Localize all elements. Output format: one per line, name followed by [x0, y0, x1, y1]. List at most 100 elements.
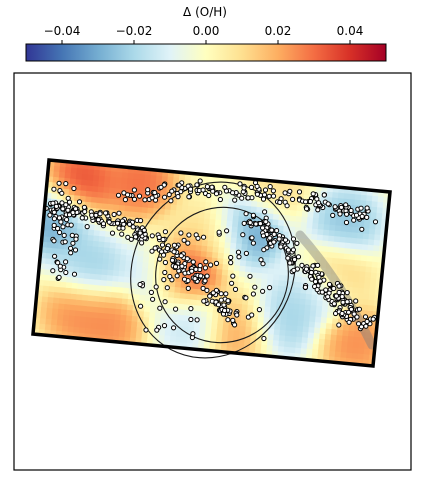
heatmap-cell: [73, 326, 81, 334]
heatmap-cell: [340, 225, 348, 233]
heatmap-cell: [96, 257, 104, 265]
region-marker: [171, 249, 177, 255]
heatmap-cell: [205, 202, 213, 209]
heatmap-cell: [143, 311, 151, 319]
heatmap-cell: [289, 281, 297, 289]
heatmap-cell: [313, 332, 321, 340]
heatmap-cell: [107, 324, 115, 332]
heatmap-cell: [315, 250, 323, 258]
heatmap-cell: [351, 292, 359, 300]
heatmap-cell: [339, 242, 347, 249]
heatmap-cell: [180, 221, 188, 229]
region-marker: [315, 207, 321, 213]
heatmap-cell: [107, 330, 115, 337]
region-marker: [190, 331, 196, 337]
heatmap-cell: [336, 335, 344, 342]
heatmap-cell: [86, 306, 94, 313]
region-marker: [262, 209, 268, 215]
heatmap-cell: [65, 167, 73, 174]
heatmap-cell: [58, 171, 66, 179]
region-marker: [261, 247, 267, 253]
heatmap-cell: [262, 267, 270, 275]
heatmap-cell: [334, 351, 342, 359]
heatmap-cell: [63, 188, 71, 196]
heatmap-cell: [272, 279, 280, 287]
heatmap-cell: [118, 331, 126, 338]
heatmap-cell: [238, 342, 246, 350]
heatmap-cell: [142, 262, 150, 269]
heatmap-cell: [202, 229, 210, 237]
heatmap-cell: [209, 279, 217, 287]
heatmap-cell: [96, 323, 104, 331]
heatmap-cell: [157, 285, 165, 293]
heatmap-cell: [357, 287, 365, 295]
region-marker: [60, 206, 66, 212]
heatmap-cell: [251, 321, 259, 329]
heatmap-cell: [301, 277, 309, 284]
region-marker: [157, 305, 163, 311]
heatmap-cell: [301, 337, 309, 345]
heatmap-cell: [300, 222, 308, 229]
heatmap-cell: [318, 344, 326, 352]
region-marker: [364, 318, 370, 325]
heatmap-cell: [280, 318, 288, 326]
heatmap-cell: [165, 264, 173, 271]
heatmap-cell: [221, 209, 229, 216]
region-marker: [66, 212, 73, 218]
heatmap-cell: [243, 282, 251, 290]
heatmap-cell: [353, 336, 361, 344]
heatmap-cell: [153, 268, 161, 276]
region-marker: [73, 236, 79, 242]
region-marker: [166, 192, 172, 198]
heatmap-cell: [321, 240, 329, 248]
region-marker: [247, 273, 253, 279]
heatmap-cell: [247, 299, 255, 307]
region-marker: [63, 259, 69, 265]
heatmap-cell: [99, 290, 107, 298]
abundance-map: [31, 158, 392, 368]
heatmap-cell: [144, 295, 152, 303]
heatmap-cell: [193, 206, 201, 214]
heatmap-cell: [363, 227, 371, 235]
heatmap-cell: [313, 212, 321, 220]
heatmap-cell: [359, 271, 367, 279]
heatmap-cell: [86, 180, 94, 187]
heatmap-cell: [316, 240, 324, 247]
heatmap-cell: [74, 316, 82, 323]
heatmap-cell: [73, 321, 81, 329]
region-marker: [204, 273, 210, 279]
heatmap-cell: [320, 256, 328, 264]
heatmap-cell: [324, 273, 332, 281]
heatmap-cell: [71, 288, 79, 296]
heatmap-cell: [376, 212, 384, 220]
heatmap-cell: [104, 170, 112, 178]
heatmap-cell: [221, 269, 229, 277]
heatmap-cell: [267, 273, 275, 281]
heatmap-cell: [193, 201, 201, 208]
heatmap-cell: [267, 328, 276, 336]
heatmap-cell: [158, 208, 166, 216]
region-marker: [162, 194, 168, 200]
heatmap-cell: [284, 335, 292, 343]
region-markers: [43, 178, 379, 342]
heatmap-cell: [235, 243, 243, 251]
heatmap-cell: [47, 231, 55, 239]
heatmap-cell: [42, 291, 50, 298]
colorbar-tick-label: 0.00: [193, 24, 220, 38]
heatmap-cell: [124, 211, 132, 218]
region-marker: [241, 220, 247, 226]
heatmap-cell: [68, 255, 76, 262]
heatmap-cell: [178, 303, 186, 311]
region-marker: [158, 184, 164, 190]
heatmap-cell: [306, 217, 314, 224]
heatmap-cell: [113, 204, 121, 212]
heatmap-cell: [208, 224, 216, 232]
heatmap-cell: [374, 234, 382, 242]
heatmap-cell: [108, 187, 117, 195]
heatmap-cell: [279, 269, 287, 277]
heatmap-cell: [147, 328, 155, 336]
heatmap-cell: [361, 244, 369, 252]
heatmap-cell: [124, 271, 132, 279]
heatmap-cell: [259, 295, 267, 302]
heatmap-cell: [244, 337, 252, 345]
